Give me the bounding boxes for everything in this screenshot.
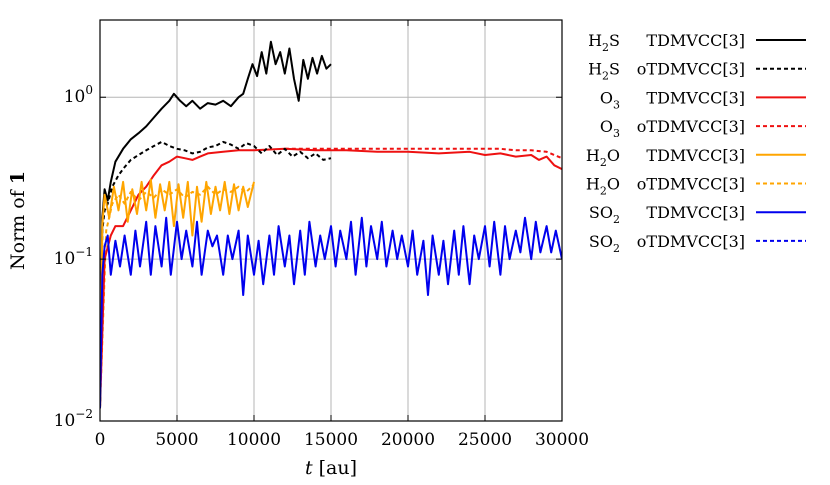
legend-entry: SO2 TDMVCC[3]: [589, 203, 806, 226]
grid: [100, 20, 562, 421]
series-line: [100, 216, 562, 409]
legend-molecule: H2O: [586, 146, 620, 169]
series-line: [100, 178, 255, 409]
axis-labels: t [au] Norm of 1: [7, 171, 357, 479]
x-tick-label: 10000: [227, 430, 281, 450]
legend-molecule: H2O: [586, 175, 620, 198]
y-axis-label: Norm of 1: [7, 171, 29, 270]
x-tick-label: 30000: [535, 430, 589, 450]
series-line: [100, 140, 332, 409]
legend-entry: H2O oTDMVCC[3]: [586, 175, 806, 198]
legend-method: oTDMVCC[3]: [637, 60, 745, 79]
x-tick-label: 20000: [381, 430, 435, 450]
x-axis-label: t [au]: [305, 457, 357, 479]
legend-molecule: H2S: [588, 60, 620, 83]
legend-molecule: O3: [600, 117, 620, 140]
legend-method: TDMVCC[3]: [646, 203, 745, 222]
legend-entry: H2O TDMVCC[3]: [586, 146, 806, 169]
x-tick-label: 5000: [155, 430, 198, 450]
series-layer: [100, 40, 562, 409]
legend-entry: SO2 oTDMVCC[3]: [589, 232, 806, 255]
legend-entry: H2S TDMVCC[3]: [588, 31, 806, 54]
ticks: 0 5000 10000 15000 20000 25000 30000 10−2 10−1 10…: [54, 20, 589, 450]
legend-method: oTDMVCC[3]: [637, 117, 745, 136]
y-tick-label: 100: [64, 83, 93, 107]
legend-method: TDMVCC[3]: [646, 31, 745, 50]
legend-method: TDMVCC[3]: [646, 146, 745, 165]
legend-entry: H2S oTDMVCC[3]: [588, 60, 806, 83]
legend-method: TDMVCC[3]: [646, 88, 745, 107]
legend-molecule: H2S: [588, 31, 620, 54]
legend-entry: O3 oTDMVCC[3]: [600, 117, 806, 140]
legend-entry: O3 TDMVCC[3]: [600, 88, 806, 111]
x-tick-label: 25000: [458, 430, 512, 450]
legend-molecule: SO2: [589, 232, 620, 255]
legend-method: oTDMVCC[3]: [637, 232, 745, 251]
series-line: [100, 40, 332, 409]
legend-method: oTDMVCC[3]: [637, 175, 745, 194]
x-tick-label: 0: [95, 430, 106, 450]
series-line: [284, 147, 562, 160]
legend-molecule: SO2: [589, 203, 620, 226]
y-tick-label: 10−2: [54, 407, 93, 431]
y-tick-label: 10−1: [54, 245, 93, 269]
legend: H2S TDMVCC[3] H2S oTDMVCC[3] O3 TDMVCC[3] O3 oT…: [586, 31, 806, 255]
legend-molecule: O3: [600, 88, 620, 111]
x-tick-label: 15000: [304, 430, 358, 450]
